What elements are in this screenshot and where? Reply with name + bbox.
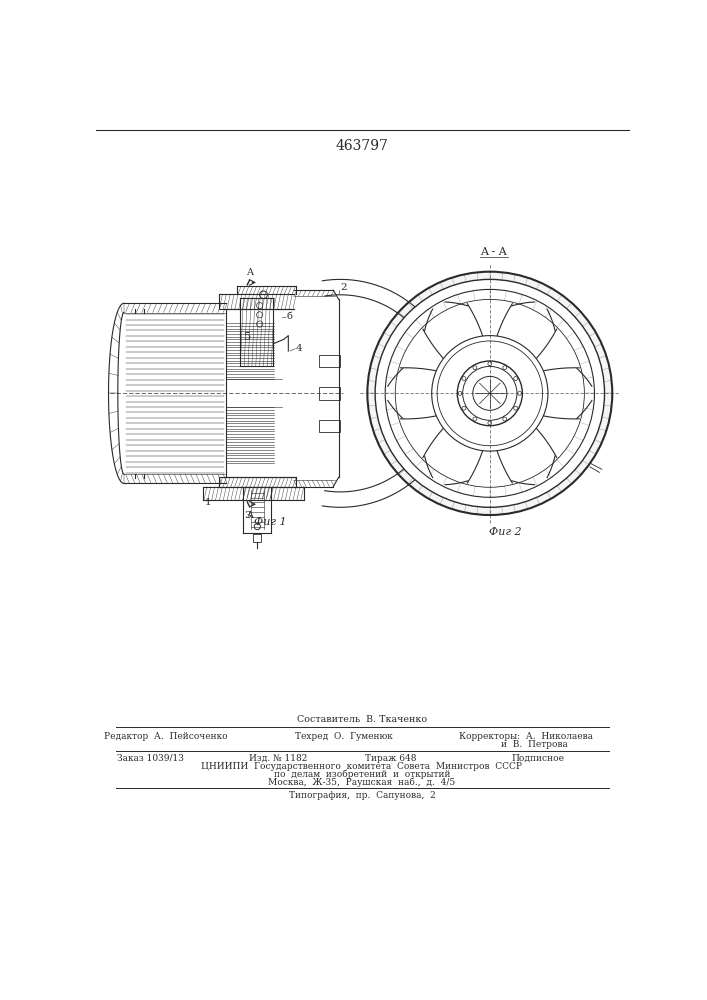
Bar <box>253 534 261 542</box>
Circle shape <box>518 391 522 395</box>
Circle shape <box>473 417 477 421</box>
Circle shape <box>430 363 436 369</box>
Circle shape <box>514 406 518 410</box>
Text: б: б <box>287 312 293 321</box>
Text: Корректоры:  А.  Николаева: Корректоры: А. Николаева <box>460 732 593 741</box>
Circle shape <box>257 302 263 309</box>
Circle shape <box>458 391 462 395</box>
Circle shape <box>488 421 492 425</box>
Circle shape <box>473 366 477 370</box>
Circle shape <box>457 361 522 426</box>
Circle shape <box>437 341 542 446</box>
Circle shape <box>432 336 548 451</box>
Text: A: A <box>246 268 253 277</box>
Text: 4: 4 <box>296 344 303 353</box>
Text: Фиг 1: Фиг 1 <box>255 517 287 527</box>
Circle shape <box>462 377 466 380</box>
Text: по  делам  изобретений  и  открытий: по делам изобретений и открытий <box>274 770 450 779</box>
Text: Составитель  В. Ткаченко: Составитель В. Ткаченко <box>297 715 427 724</box>
Text: Изд. № 1182: Изд. № 1182 <box>249 754 308 763</box>
Text: Фиг 2: Фиг 2 <box>489 527 522 537</box>
Circle shape <box>395 299 585 487</box>
Circle shape <box>257 321 263 327</box>
Text: 5: 5 <box>245 332 252 342</box>
Text: 463797: 463797 <box>336 139 388 153</box>
Text: Москва,  Ж-35,  Раушская  наб.,  д.  4/5: Москва, Ж-35, Раушская наб., д. 4/5 <box>269 777 455 787</box>
Text: 1: 1 <box>205 498 212 507</box>
Text: ЦНИИПИ  Государственного  комитета  Совета  Министров  СССР: ЦНИИПИ Государственного комитета Совета … <box>201 762 522 771</box>
Text: Техред  О.  Гуменюк: Техред О. Гуменюк <box>296 732 393 741</box>
Circle shape <box>368 272 612 515</box>
Text: Подписное: Подписное <box>511 754 564 763</box>
Circle shape <box>257 312 263 318</box>
Circle shape <box>473 376 507 410</box>
Text: 2: 2 <box>340 283 347 292</box>
Circle shape <box>503 366 507 370</box>
Bar <box>319 420 340 432</box>
Text: A: A <box>246 511 253 520</box>
Text: Типография,  пр.  Сапунова,  2: Типография, пр. Сапунова, 2 <box>288 791 436 800</box>
Circle shape <box>488 362 492 366</box>
Circle shape <box>462 406 466 410</box>
Text: A - A: A - A <box>480 247 507 257</box>
Circle shape <box>255 523 260 530</box>
Text: Заказ 1039/13: Заказ 1039/13 <box>117 754 184 763</box>
Circle shape <box>462 366 517 420</box>
Circle shape <box>259 291 267 299</box>
Text: Редактор  А.  Пейсоченко: Редактор А. Пейсоченко <box>104 732 228 741</box>
Bar <box>319 387 340 400</box>
Circle shape <box>385 289 595 497</box>
Circle shape <box>430 417 436 423</box>
Circle shape <box>514 377 518 380</box>
Text: и  В.  Петрова: и В. Петрова <box>501 740 568 749</box>
Bar <box>319 355 340 367</box>
Text: Тираж 648: Тираж 648 <box>365 754 416 763</box>
Text: 3: 3 <box>244 511 250 520</box>
Circle shape <box>375 279 604 507</box>
Circle shape <box>503 417 507 421</box>
